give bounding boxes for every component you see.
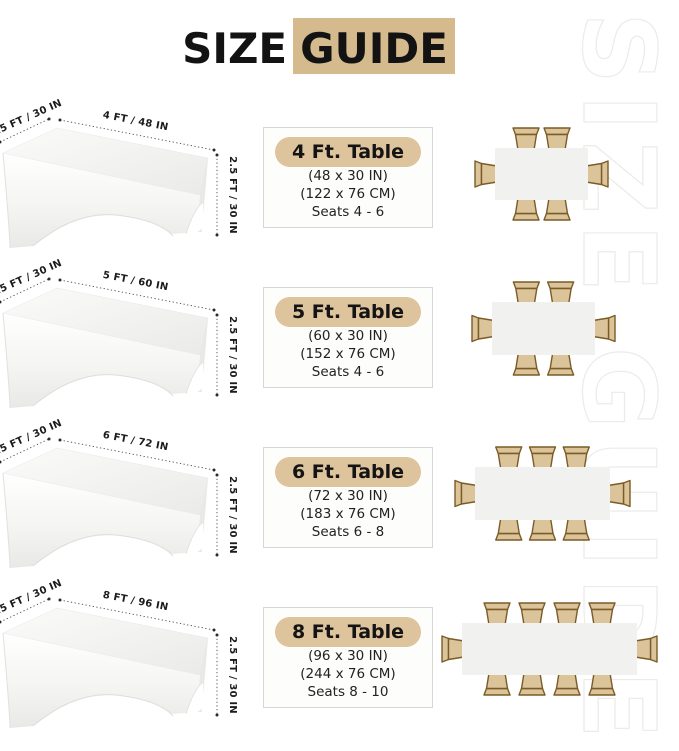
- size-row-6ft: 2.5 FT / 30 IN 6 FT / 72 IN 2.5 FT / 30 …: [0, 415, 679, 575]
- size-row-4ft: 2.5 FT / 30 IN 4 FT / 48 IN 2.5 FT / 30 …: [0, 95, 679, 255]
- covered-table-icon: [2, 127, 209, 254]
- table-top-surface: [492, 302, 595, 355]
- size-cm: (183 x 76 CM): [300, 506, 396, 522]
- info-card-6ft: 6 Ft. Table (72 x 30 IN) (183 x 76 CM) S…: [263, 447, 433, 548]
- size-row-5ft: 2.5 FT / 30 IN 5 FT / 60 IN 2.5 FT / 30 …: [0, 255, 679, 415]
- chair-icon: [441, 635, 465, 663]
- table-size-badge: 6 Ft. Table: [274, 457, 422, 487]
- title-size: SIZE: [182, 24, 288, 73]
- table-size-badge: 4 Ft. Table: [274, 137, 422, 167]
- table-illustration-8ft: 2.5 FT / 30 IN 8 FT / 96 IN 2.5 FT / 30 …: [0, 578, 238, 734]
- chair-icon: [512, 197, 540, 221]
- table-illustration-5ft: 2.5 FT / 30 IN 5 FT / 60 IN 2.5 FT / 30 …: [0, 258, 238, 414]
- table-top-surface: [462, 623, 637, 675]
- size-inches: (96 x 30 IN): [308, 648, 388, 664]
- length-dimension-line: [59, 439, 215, 471]
- title-guide-highlight: GUIDE: [293, 18, 455, 74]
- length-dimension-line: [59, 279, 215, 311]
- size-cm: (152 x 76 CM): [300, 346, 396, 362]
- table-size-badge: 8 Ft. Table: [274, 617, 422, 647]
- size-inches: (48 x 30 IN): [308, 168, 388, 184]
- chair-icon: [588, 672, 616, 696]
- table-illustration-4ft: 2.5 FT / 30 IN 4 FT / 48 IN 2.5 FT / 30 …: [0, 98, 238, 254]
- chair-icon: [546, 352, 575, 376]
- table-top-surface: [495, 148, 588, 200]
- chair-icon: [495, 446, 523, 470]
- width-dimension-line: [0, 438, 50, 463]
- chair-icon: [518, 672, 546, 696]
- top-view-6ft: [454, 446, 631, 541]
- chair-icon: [543, 127, 571, 151]
- chair-icon: [512, 127, 540, 151]
- height-dimension-label: 2.5 FT / 30 IN: [227, 156, 238, 234]
- chair-icon: [543, 197, 571, 221]
- chair-icon: [585, 160, 609, 188]
- seats-count: Seats 8 - 10: [307, 684, 389, 700]
- info-card-8ft: 8 Ft. Table (96 x 30 IN) (244 x 76 CM) S…: [263, 607, 433, 708]
- width-dimension-line: [0, 598, 50, 623]
- chair-icon: [512, 281, 541, 305]
- top-view-8ft: [441, 602, 658, 696]
- chair-icon: [607, 479, 631, 508]
- chair-icon: [528, 517, 557, 541]
- chair-icon: [553, 672, 581, 696]
- size-inches: (72 x 30 IN): [308, 488, 388, 504]
- covered-table-icon: [2, 607, 209, 734]
- chair-icon: [634, 635, 658, 663]
- top-view-5ft: [471, 281, 616, 376]
- chair-icon: [588, 602, 616, 626]
- size-cm: (244 x 76 CM): [300, 666, 396, 682]
- height-dimension-label: 2.5 FT / 30 IN: [227, 316, 238, 394]
- height-dimension-label: 2.5 FT / 30 IN: [227, 476, 238, 554]
- seats-count: Seats 4 - 6: [311, 204, 385, 220]
- chair-icon: [471, 314, 495, 343]
- width-dimension-line: [0, 118, 50, 143]
- seats-count: Seats 6 - 8: [311, 524, 385, 540]
- chair-icon: [483, 602, 511, 626]
- size-inches: (60 x 30 IN): [308, 328, 388, 344]
- chair-icon: [495, 517, 523, 541]
- chair-icon: [562, 517, 590, 541]
- height-dimension-label: 2.5 FT / 30 IN: [227, 636, 238, 714]
- covered-table-icon: [2, 447, 209, 574]
- top-view-4ft: [474, 127, 609, 221]
- size-row-8ft: 2.5 FT / 30 IN 8 FT / 96 IN 2.5 FT / 30 …: [0, 575, 679, 735]
- info-card-4ft: 4 Ft. Table (48 x 30 IN) (122 x 76 CM) S…: [263, 127, 433, 228]
- chair-icon: [518, 602, 546, 626]
- length-dimension-line: [59, 119, 215, 151]
- chair-icon: [546, 281, 575, 305]
- chair-icon: [483, 672, 511, 696]
- chair-icon: [454, 479, 478, 508]
- info-card-5ft: 5 Ft. Table (60 x 30 IN) (152 x 76 CM) S…: [263, 287, 433, 388]
- chair-icon: [553, 602, 581, 626]
- length-dimension-line: [59, 599, 215, 631]
- chair-icon: [474, 160, 498, 188]
- table-top-surface: [475, 467, 610, 520]
- chair-icon: [528, 446, 557, 470]
- chair-icon: [562, 446, 590, 470]
- chair-icon: [512, 352, 541, 376]
- size-cm: (122 x 76 CM): [300, 186, 396, 202]
- width-dimension-line: [0, 278, 50, 303]
- page-title: SIZE GUIDE: [0, 18, 637, 74]
- covered-table-icon: [2, 287, 209, 414]
- chair-icon: [592, 314, 616, 343]
- seats-count: Seats 4 - 6: [311, 364, 385, 380]
- table-size-badge: 5 Ft. Table: [274, 297, 422, 327]
- table-illustration-6ft: 2.5 FT / 30 IN 6 FT / 72 IN 2.5 FT / 30 …: [0, 418, 238, 574]
